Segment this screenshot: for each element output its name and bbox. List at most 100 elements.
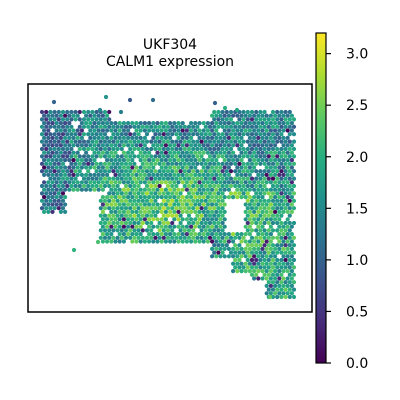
expression-spot xyxy=(271,280,275,284)
expression-spot xyxy=(61,132,65,136)
expression-spot xyxy=(160,128,164,132)
expression-spot xyxy=(254,258,258,262)
expression-spot xyxy=(153,206,157,210)
expression-spot xyxy=(292,243,296,247)
expression-spot xyxy=(103,228,107,232)
expression-spot xyxy=(267,280,271,284)
expression-spot xyxy=(214,202,218,206)
expression-spot xyxy=(195,154,199,158)
expression-spot xyxy=(168,158,172,162)
expression-spot xyxy=(204,147,208,151)
expression-spot xyxy=(195,191,199,195)
expression-spot xyxy=(174,125,178,129)
expression-spot xyxy=(149,206,153,210)
expression-spot xyxy=(130,165,134,169)
expression-spot xyxy=(250,258,254,262)
expression-spot xyxy=(99,140,103,144)
expression-spot xyxy=(160,188,164,192)
expression-spot xyxy=(281,188,285,192)
expression-spot xyxy=(162,177,166,181)
expression-spot xyxy=(158,162,162,166)
expression-spot xyxy=(233,265,237,269)
expression-spot xyxy=(204,162,208,166)
expression-spot xyxy=(267,154,271,158)
expression-spot xyxy=(290,225,294,229)
expression-spot xyxy=(265,291,269,295)
expression-spot xyxy=(281,225,285,229)
expression-spot xyxy=(86,154,90,158)
expression-spot xyxy=(40,140,44,144)
expression-spot xyxy=(210,254,214,258)
expression-spot xyxy=(42,121,46,125)
expression-spot xyxy=(242,169,246,173)
expression-spot xyxy=(46,165,50,169)
expression-spot xyxy=(273,151,277,155)
expression-spot xyxy=(155,158,159,162)
expression-spot xyxy=(82,140,86,144)
expression-spot xyxy=(254,110,258,114)
expression-spot xyxy=(147,165,151,169)
expression-spot xyxy=(145,154,149,158)
expression-spot xyxy=(183,184,187,188)
expression-spot xyxy=(197,180,201,184)
expression-spot xyxy=(92,188,96,192)
expression-spot xyxy=(164,195,168,199)
expression-spot xyxy=(168,165,172,169)
expression-spot xyxy=(227,239,231,243)
expression-spot xyxy=(181,225,185,229)
expression-spot xyxy=(107,125,111,129)
expression-spot xyxy=(269,225,273,229)
expression-spot xyxy=(101,121,105,125)
expression-spot xyxy=(78,132,82,136)
expression-spot xyxy=(265,151,269,155)
expression-spot xyxy=(80,121,84,125)
expression-spot xyxy=(122,128,126,132)
expression-spot xyxy=(67,180,71,184)
expression-spot xyxy=(145,169,149,173)
expression-spot xyxy=(263,169,267,173)
expression-spot xyxy=(197,136,201,140)
expression-spot xyxy=(46,188,50,192)
expression-spot xyxy=(120,132,124,136)
expression-spot xyxy=(143,202,147,206)
expression-spot xyxy=(116,132,120,136)
expression-spot xyxy=(134,136,138,140)
expression-spot xyxy=(225,110,229,114)
expression-spot xyxy=(176,232,180,236)
expression-spot xyxy=(242,110,246,114)
expression-spot xyxy=(252,254,256,258)
expression-spot xyxy=(42,180,46,184)
expression-spot xyxy=(168,180,172,184)
colorbar-tick-label: 0.5 xyxy=(346,304,368,320)
expression-spot xyxy=(132,228,136,232)
expression-spot xyxy=(116,228,120,232)
expression-spot xyxy=(137,184,141,188)
expression-spot xyxy=(269,232,273,236)
expression-spot xyxy=(99,236,103,240)
expression-spot xyxy=(130,180,134,184)
expression-spot xyxy=(124,125,128,129)
expression-spot xyxy=(69,162,73,166)
expression-spot xyxy=(281,284,285,288)
expression-spot xyxy=(111,236,115,240)
expression-spot xyxy=(277,291,281,295)
expression-spot xyxy=(279,147,283,151)
expression-spot xyxy=(172,173,176,177)
expression-spot xyxy=(111,162,115,166)
expression-spot xyxy=(86,110,90,114)
expression-spot xyxy=(273,128,277,132)
expression-spot xyxy=(59,210,63,214)
expression-spot xyxy=(269,291,273,295)
expression-spot xyxy=(250,147,254,151)
expression-spot xyxy=(223,247,227,251)
expression-spot xyxy=(74,117,78,121)
expression-spot xyxy=(218,114,222,118)
expression-spot xyxy=(210,225,214,229)
expression-spot xyxy=(284,221,288,225)
expression-spot xyxy=(143,165,147,169)
expression-spot xyxy=(107,110,111,114)
expression-spot xyxy=(214,195,218,199)
expression-spot xyxy=(160,121,164,125)
expression-spot xyxy=(151,165,155,169)
expression-spot xyxy=(292,125,296,129)
